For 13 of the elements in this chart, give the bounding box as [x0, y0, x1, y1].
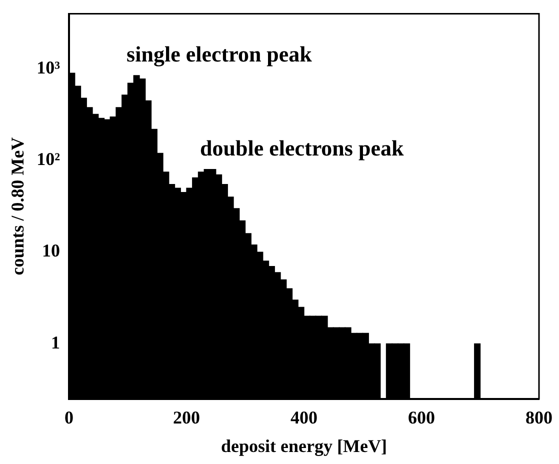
y-tick-label: 1	[50, 332, 60, 352]
y-tick-label: 10³	[36, 58, 61, 78]
y-tick-label: 10²	[36, 149, 60, 170]
x-tick-label: 600	[408, 407, 435, 428]
annotation: double electrons peak	[200, 135, 404, 160]
x-tick-label: 0	[64, 407, 74, 428]
x-tick-label: 200	[172, 407, 200, 428]
x-tick-label: 400	[290, 407, 318, 428]
x-axis-title: deposit energy [MeV]	[221, 436, 387, 456]
x-tick-label: 800	[526, 407, 552, 428]
annotation: single electron peak	[126, 41, 313, 66]
y-axis-title: counts / 0.80 MeV	[7, 137, 28, 276]
y-tick-label: 10	[42, 240, 60, 261]
